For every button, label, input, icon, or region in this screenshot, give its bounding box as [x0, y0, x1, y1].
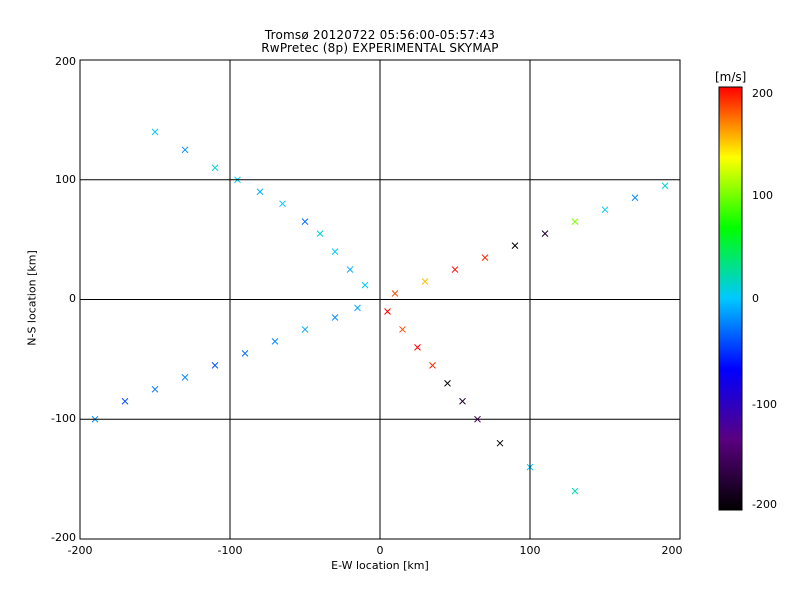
data-point — [496, 439, 504, 447]
data-point — [211, 362, 219, 369]
plot-frame — [79, 59, 681, 540]
chart-title: Tromsø 20120722 05:56:00-05:57:43 — [264, 28, 496, 42]
scatter-points — [91, 128, 669, 495]
data-point — [399, 326, 406, 333]
y-tick-label: -100 — [51, 412, 76, 425]
chart-subtitle: RwPretec (8p) EXPERIMENTAL SKYMAP — [261, 41, 499, 55]
data-point — [279, 200, 286, 208]
data-point — [384, 308, 391, 315]
data-point — [151, 128, 159, 136]
x-tick-label: 0 — [376, 544, 384, 557]
y-tick-label: 200 — [55, 55, 76, 68]
data-point — [451, 266, 459, 273]
colorbar-tick-label: 200 — [752, 87, 773, 100]
data-point — [459, 397, 466, 405]
data-point — [256, 188, 264, 196]
data-point — [571, 487, 579, 495]
data-point — [511, 242, 519, 249]
y-tick-label: 0 — [69, 292, 76, 305]
data-point — [271, 338, 279, 345]
colorbar — [718, 86, 743, 511]
data-point — [661, 182, 669, 190]
data-point — [331, 248, 339, 255]
colorbar-tick-label: 0 — [752, 292, 759, 305]
data-point — [361, 281, 369, 289]
x-tick-label: -100 — [217, 544, 243, 557]
data-point — [414, 344, 421, 351]
data-point — [181, 373, 189, 381]
y-axis-label: N-S location [km] — [25, 250, 39, 346]
data-point — [151, 385, 159, 393]
data-point — [481, 254, 489, 261]
colorbar-unit: [m/s] — [715, 70, 747, 84]
data-point — [121, 397, 129, 405]
data-point — [421, 278, 429, 285]
data-point — [571, 218, 579, 226]
colorbar-tick-label: 100 — [752, 189, 773, 202]
data-point — [631, 194, 639, 202]
data-point — [541, 230, 549, 237]
colorbar-tick-label: -200 — [752, 498, 777, 511]
y-tick-label: 100 — [55, 173, 76, 186]
data-point — [331, 314, 339, 321]
data-point — [601, 206, 609, 214]
data-point — [301, 218, 309, 226]
data-point — [444, 379, 451, 387]
y-tick-label: -200 — [51, 531, 76, 544]
x-tick-label: 200 — [661, 544, 683, 557]
data-point — [354, 304, 361, 312]
data-point — [316, 230, 324, 237]
x-tick-label: -200 — [67, 544, 93, 557]
data-point — [346, 266, 354, 273]
colorbar-tick-label: -100 — [752, 398, 777, 411]
x-axis-label: E-W location [km] — [331, 559, 429, 572]
data-point — [301, 326, 309, 333]
x-tick-label: 100 — [519, 544, 541, 557]
data-point — [391, 290, 399, 297]
data-point — [241, 350, 249, 357]
data-point — [429, 362, 436, 369]
data-point — [211, 164, 219, 172]
data-point — [181, 146, 189, 154]
